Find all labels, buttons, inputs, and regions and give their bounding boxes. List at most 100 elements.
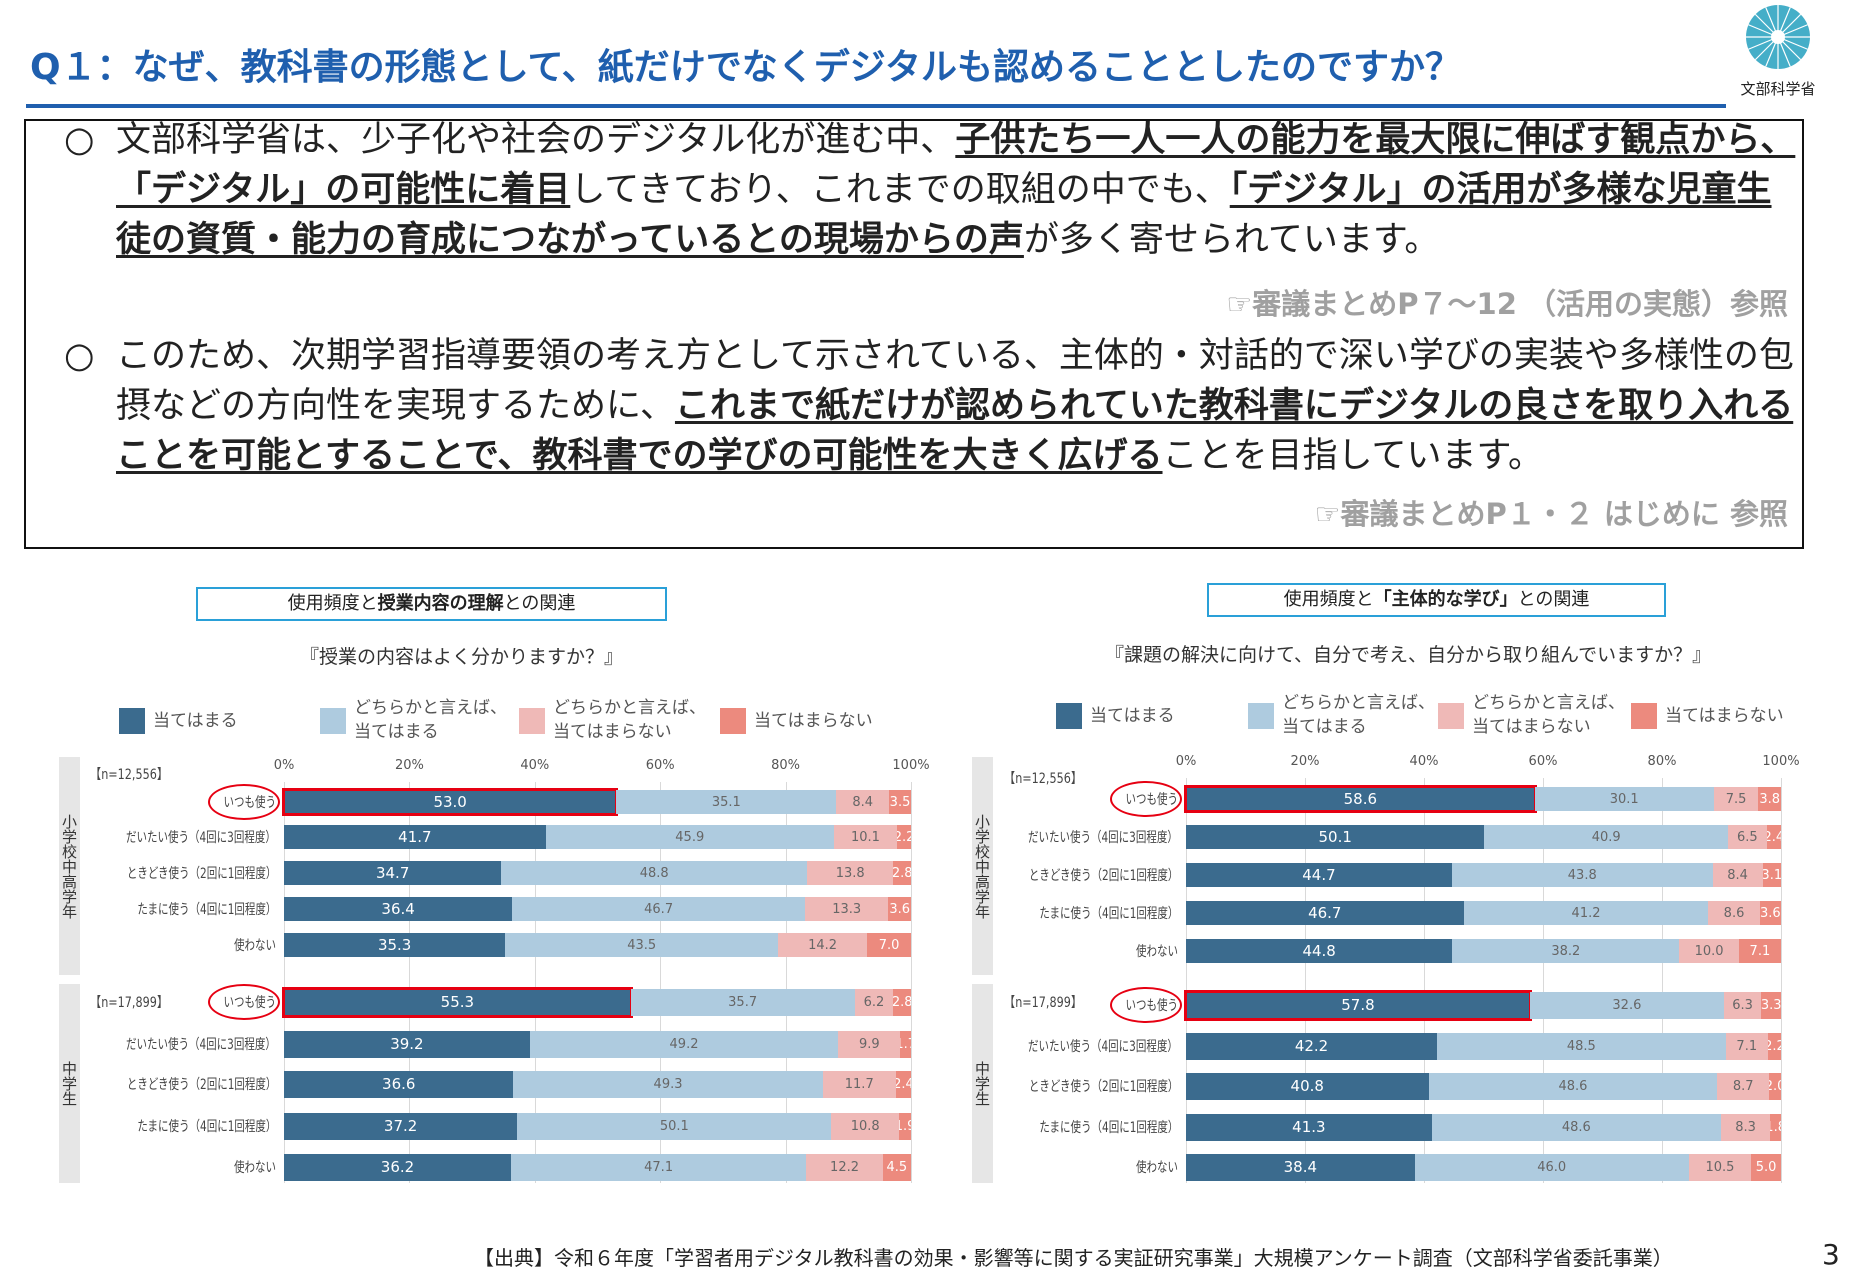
emphasis: 子供たち一人一人の能力を最大限に伸ばす観点から、「デジタル」の可能性に着目 (116, 120, 1796, 210)
paragraph-1: ○ 文部科学省は、少子化や社会のデジタル化が進む中、子供たち一人一人の能力を最大… (64, 115, 1800, 265)
mext-logo: 文部科学省 (1738, 2, 1818, 99)
bar-segment: 2.2 (897, 825, 911, 849)
page-number: 3 (1822, 1238, 1840, 1271)
bar-segment: 1.7 (900, 1030, 911, 1058)
paragraph-2: ○ このため、次期学習指導要領の考え方として示されている、主体的・対話的で深い学… (64, 331, 1800, 481)
bar-segment: 50.1 (517, 1112, 832, 1140)
row-label: たまに使う（4回に1回程度） (1038, 1120, 1178, 1136)
bar-segment: 41.7 (284, 825, 546, 849)
bar-segment: 2.8 (893, 988, 911, 1016)
caption-bold: 「主体的な学び」 (1373, 589, 1518, 610)
row-label: 使わない (1136, 1160, 1178, 1176)
bar-segment: 7.5 (1713, 787, 1759, 811)
bar-segment: 47.1 (510, 1153, 807, 1181)
legend-swatch (720, 708, 746, 734)
legend-label: 当てはまる (1090, 706, 1175, 726)
bar-segment: 10.0 (1679, 939, 1739, 963)
bar-segment: 12.2 (806, 1153, 883, 1181)
bar-segment: 43.8 (1451, 863, 1713, 887)
bar-segment: 48.6 (1431, 1113, 1721, 1141)
bullet: ○ (64, 336, 95, 376)
answer-box: ○ 文部科学省は、少子化や社会のデジタル化が進む中、子供たち一人一人の能力を最大… (24, 119, 1804, 549)
x-tick-label: 80% (1647, 754, 1677, 769)
bar-segment: 46.7 (512, 897, 806, 921)
bar-segment: 7.1 (1738, 939, 1781, 963)
x-tick-label: 0% (273, 758, 295, 773)
bar-segment: 3.8 (1758, 787, 1781, 811)
bar-segment: 40.9 (1484, 825, 1728, 849)
text: が多く寄せられています。 (1023, 220, 1440, 260)
bar-segment: 48.5 (1437, 1032, 1726, 1060)
text: ことを目指しています。 (1162, 436, 1543, 476)
bar-segment: 46.0 (1414, 1153, 1689, 1181)
group-label: 小学校中高学年 (972, 757, 993, 975)
bar-segment: 50.1 (1186, 825, 1485, 849)
gridline (1781, 778, 1782, 1183)
bar-segment: 48.8 (501, 861, 807, 885)
legend-label: どちらかと言えば、当てはまる (1282, 693, 1435, 737)
bar-segment: 48.6 (1428, 1072, 1718, 1100)
bar-segment: 53.0 (281, 788, 619, 816)
text: このため、次期学習指導要領の考え方として示されている、主体的・対話的で深い学びの… (116, 336, 1794, 426)
legend-swatch (1438, 703, 1464, 729)
bar-segment: 3.6 (888, 897, 911, 921)
bar-segment: 35.7 (630, 988, 855, 1016)
row-label: だいたい使う（4回に3回程度） (1028, 830, 1178, 846)
row-label: ときどき使う（2回に1回程度） (126, 866, 276, 882)
gridline (911, 782, 912, 1183)
bar-segment: 35.3 (284, 933, 506, 957)
bullet: ○ (64, 120, 95, 160)
x-tick-label: 100% (892, 758, 930, 773)
logo-text: 文部科学省 (1740, 80, 1816, 98)
legend-swatch (519, 708, 545, 734)
bar-segment: 3.5 (889, 790, 911, 814)
bar-segment: 10.8 (831, 1112, 900, 1140)
legend-swatch (1248, 703, 1274, 729)
row-label: ときどき使う（2回に1回程度） (1028, 1079, 1178, 1095)
legend-label: 当てはまらない (1665, 706, 1784, 726)
bar-segment: 1.8 (1770, 1113, 1781, 1141)
gridline (1424, 778, 1425, 1183)
bar-segment: 8.4 (1712, 863, 1763, 887)
bar-segment: 35.1 (616, 790, 837, 814)
bar-segment: 37.2 (284, 1112, 518, 1140)
page-title: Q１：なぜ、教科書の形態として、紙だけでなくデジタルも認めることとしたのですか？ (30, 47, 1462, 88)
x-tick-label: 40% (520, 758, 550, 773)
bar-segment: 44.7 (1186, 863, 1452, 887)
gridline (660, 782, 662, 1183)
row-label: ときどき使う（2回に1回程度） (1028, 868, 1178, 884)
bar-segment: 8.7 (1717, 1072, 1770, 1100)
bar-segment: 42.2 (1186, 1032, 1438, 1060)
legend-label: 当てはまる (153, 711, 238, 731)
gridline (1543, 778, 1544, 1183)
bar-segment: 41.3 (1186, 1113, 1432, 1141)
legend-swatch (1631, 703, 1657, 729)
sample-size-label: 【n=12,556】 (1004, 771, 1083, 787)
x-tick-label: 60% (1528, 754, 1558, 769)
emphasis: 「デジタル」の活用が多様な児童生徒の資質・能力の育成につながっているとの現場から… (116, 170, 1772, 260)
bar-segment: 10.5 (1688, 1153, 1752, 1181)
bar-segment: 7.1 (1725, 1032, 1768, 1060)
bar-segment: 46.7 (1186, 901, 1464, 925)
legend-swatch (320, 708, 346, 734)
sample-size-label: 【n=17,899】 (90, 995, 169, 1011)
row-label: 使わない (1136, 944, 1178, 960)
bar-segment: 3.1 (1762, 863, 1781, 887)
bar-segment: 5.0 (1751, 1153, 1781, 1181)
bar-segment: 2.4 (895, 1070, 911, 1098)
x-tick-label: 20% (1290, 754, 1320, 769)
gridline (785, 782, 787, 1183)
text: してきており、これまでの取組の中でも、 (570, 170, 1230, 210)
caption-bold: 授業内容の理解 (377, 593, 504, 614)
caption-post: との関連 (1517, 589, 1590, 610)
bar-segment: 30.1 (1534, 787, 1714, 811)
row-label: だいたい使う（4回に3回程度） (126, 1037, 276, 1053)
source-citation: 【出典】令和６年度「学習者用デジタル教科書の効果・影響等に関する実証研究事業」大… (474, 1246, 1673, 1270)
bar-segment: 34.7 (284, 861, 502, 885)
legend-label: 当てはまらない (754, 711, 873, 731)
bar-segment: 13.3 (805, 897, 889, 921)
bar-segment: 36.4 (284, 897, 513, 921)
x-tick-label: 40% (1409, 754, 1439, 769)
emphasis: これまで紙だけが認められていた教科書にデジタルの良さを取り入れることを可能とする… (116, 386, 1794, 476)
group-label: 中学生 (972, 984, 993, 1183)
